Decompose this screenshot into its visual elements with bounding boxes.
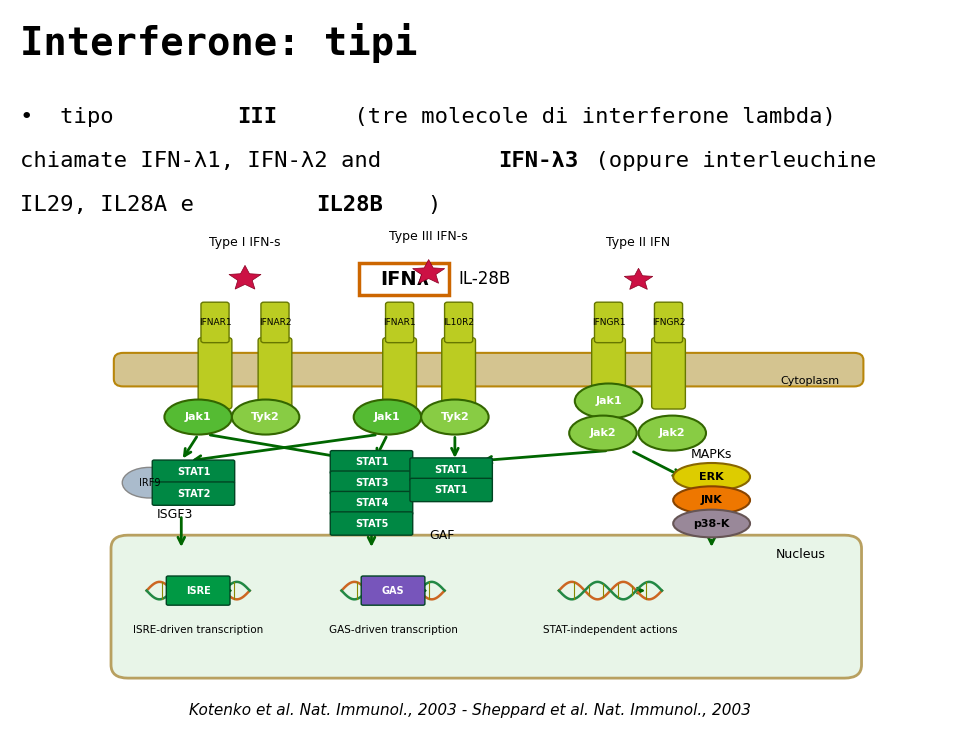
Text: IL10R2: IL10R2 (444, 318, 474, 326)
Ellipse shape (575, 384, 642, 419)
Ellipse shape (638, 416, 706, 451)
Text: Type I IFN-s: Type I IFN-s (209, 236, 280, 250)
Text: STAT5: STAT5 (355, 518, 388, 529)
Text: STAT-independent actions: STAT-independent actions (543, 625, 678, 635)
FancyBboxPatch shape (198, 337, 232, 409)
Text: (oppure interleuchine: (oppure interleuchine (582, 151, 876, 171)
Text: IL28B: IL28B (316, 195, 383, 214)
Ellipse shape (673, 486, 750, 514)
Text: IL29, IL28A e: IL29, IL28A e (20, 195, 207, 214)
Text: IL-28B: IL-28B (459, 270, 511, 288)
Text: ): ) (427, 195, 441, 214)
Text: Type II IFN: Type II IFN (607, 236, 671, 250)
Text: STAT1: STAT1 (355, 458, 388, 467)
FancyBboxPatch shape (114, 353, 863, 386)
FancyBboxPatch shape (166, 576, 230, 605)
Text: STAT3: STAT3 (355, 478, 388, 488)
FancyBboxPatch shape (201, 302, 229, 343)
FancyBboxPatch shape (383, 337, 417, 409)
Text: Cytoplasm: Cytoplasm (780, 376, 840, 386)
FancyBboxPatch shape (258, 337, 292, 409)
Text: p38-K: p38-K (693, 518, 730, 529)
FancyBboxPatch shape (442, 337, 475, 409)
Ellipse shape (421, 400, 489, 435)
Ellipse shape (569, 416, 636, 451)
Text: Jak2: Jak2 (659, 428, 685, 438)
Text: IFNλ: IFNλ (380, 269, 429, 288)
Text: STAT1: STAT1 (435, 465, 468, 474)
FancyBboxPatch shape (153, 460, 234, 483)
Text: III: III (237, 107, 277, 127)
Text: chiamate IFN-λ1, IFN-λ2 and: chiamate IFN-λ1, IFN-λ2 and (20, 151, 395, 171)
FancyBboxPatch shape (652, 337, 685, 409)
FancyBboxPatch shape (444, 302, 472, 343)
Text: STAT1: STAT1 (435, 485, 468, 495)
Text: ISRE-driven transcription: ISRE-driven transcription (133, 625, 263, 635)
FancyBboxPatch shape (330, 451, 413, 474)
Text: Jak2: Jak2 (589, 428, 616, 438)
Text: Tyk2: Tyk2 (441, 412, 469, 422)
Text: IFNAR2: IFNAR2 (259, 318, 291, 326)
Ellipse shape (673, 509, 750, 537)
FancyBboxPatch shape (591, 337, 625, 409)
Text: Nucleus: Nucleus (776, 548, 826, 561)
Text: IFNAR1: IFNAR1 (383, 318, 416, 326)
Text: IFN-λ3: IFN-λ3 (498, 151, 579, 171)
Text: (tre molecole di interferone lambda): (tre molecole di interferone lambda) (341, 107, 835, 127)
FancyBboxPatch shape (361, 576, 425, 605)
Text: Kotenko et al. Nat. Immunol., 2003 - Sheppard et al. Nat. Immunol., 2003: Kotenko et al. Nat. Immunol., 2003 - She… (189, 703, 751, 717)
Text: IFNGR2: IFNGR2 (652, 318, 685, 326)
Ellipse shape (673, 463, 750, 490)
Text: ISRE: ISRE (186, 586, 210, 596)
Polygon shape (229, 266, 261, 289)
FancyBboxPatch shape (359, 264, 449, 295)
Text: Interferone: tipi: Interferone: tipi (20, 23, 418, 63)
Ellipse shape (122, 467, 177, 498)
Text: ERK: ERK (699, 472, 724, 482)
Text: STAT1: STAT1 (177, 467, 210, 477)
FancyBboxPatch shape (594, 302, 623, 343)
Text: IFNGR1: IFNGR1 (591, 318, 625, 326)
Polygon shape (624, 269, 653, 289)
Text: Type III IFN-s: Type III IFN-s (389, 231, 468, 244)
Text: Jak1: Jak1 (374, 412, 400, 422)
Text: GAS-driven transcription: GAS-driven transcription (328, 625, 458, 635)
Text: STAT4: STAT4 (355, 498, 388, 508)
Text: GAF: GAF (429, 529, 454, 542)
Text: ISGF3: ISGF3 (156, 508, 193, 521)
Text: MAPKs: MAPKs (691, 449, 732, 461)
Text: Jak1: Jak1 (185, 412, 211, 422)
Text: IRF9: IRF9 (138, 478, 160, 488)
FancyBboxPatch shape (111, 535, 861, 678)
Text: JNK: JNK (701, 495, 723, 505)
Ellipse shape (164, 400, 232, 435)
Text: Tyk2: Tyk2 (252, 412, 280, 422)
Ellipse shape (353, 400, 421, 435)
Text: GAS: GAS (382, 586, 404, 596)
FancyBboxPatch shape (386, 302, 414, 343)
Text: Jak1: Jak1 (595, 396, 622, 406)
FancyBboxPatch shape (330, 491, 413, 515)
FancyBboxPatch shape (330, 512, 413, 535)
FancyBboxPatch shape (153, 482, 234, 505)
Text: STAT2: STAT2 (177, 489, 210, 498)
Polygon shape (413, 260, 444, 283)
Text: IFNAR1: IFNAR1 (199, 318, 231, 326)
Text: •  tipo: • tipo (20, 107, 127, 127)
FancyBboxPatch shape (410, 478, 492, 501)
FancyBboxPatch shape (261, 302, 289, 343)
FancyBboxPatch shape (655, 302, 683, 343)
FancyBboxPatch shape (330, 471, 413, 494)
FancyBboxPatch shape (410, 458, 492, 481)
Ellipse shape (232, 400, 300, 435)
